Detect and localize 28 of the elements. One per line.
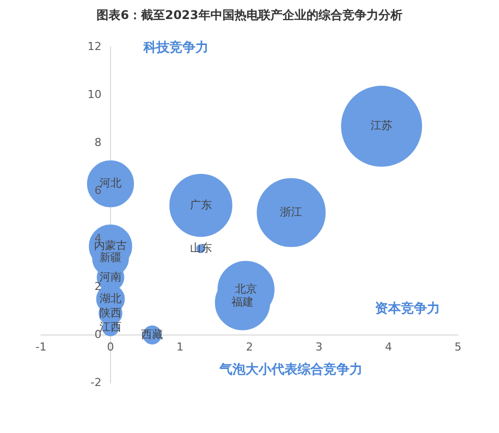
x-tick-label: 2 (246, 340, 253, 354)
x-tick-label: -1 (36, 340, 46, 354)
y-tick-label: 2 (94, 280, 102, 293)
y-tick-label: 12 (88, 40, 102, 53)
x-tick-label: 4 (385, 340, 392, 354)
series-label: 广东 (190, 198, 212, 212)
x-tick-label: 3 (316, 340, 322, 354)
series-label: 福建 (232, 295, 254, 308)
series-label: 北京 (235, 282, 258, 296)
y-tick-label: 10 (88, 88, 102, 101)
x-tick-label: 5 (454, 340, 462, 354)
series-label: 江苏 (370, 119, 393, 132)
chart-title: 图表6：截至2023年中国热电联产企业的综合竞争力分析 (96, 7, 404, 24)
y-tick-label: 8 (94, 136, 102, 149)
annotation: 气泡大小代表综合竞争力 (218, 361, 363, 378)
x-axis-title: 资本竞争力 (375, 300, 440, 316)
series-label: 河南 (100, 270, 122, 284)
series-label: 河北 (100, 176, 122, 190)
y-axis-title: 科技竞争力 (142, 39, 208, 56)
y-tick-label: -2 (90, 376, 102, 389)
x-tick-label: 0 (107, 340, 114, 354)
x-tick-label: 1 (176, 340, 184, 354)
series-label: 浙江 (280, 205, 302, 218)
series-label: 新疆 (100, 251, 122, 264)
series-label: 陕西 (100, 306, 122, 320)
y-tick-label: 6 (94, 184, 102, 197)
series-label: 湖北 (100, 292, 122, 305)
y-tick-label: 0 (94, 328, 102, 341)
